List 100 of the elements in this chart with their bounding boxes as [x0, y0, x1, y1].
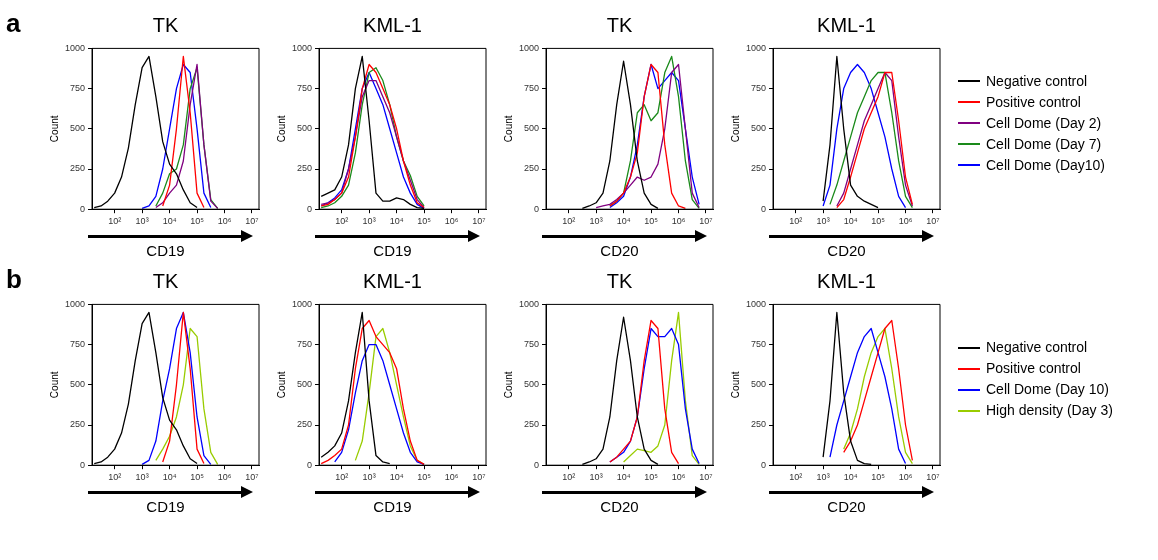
- y-tick-label: 750: [69, 339, 86, 350]
- y-tick-label: 750: [69, 83, 86, 94]
- y-tick-label: 0: [761, 203, 767, 214]
- y-axis-title: Count: [502, 115, 514, 143]
- x-tick-label: 10⁷: [472, 472, 486, 483]
- legend-label: Cell Dome (Day10): [986, 155, 1106, 175]
- y-tick-label: 750: [523, 83, 540, 94]
- y-tick-label: 1000: [291, 298, 313, 309]
- y-axis-title: Count: [729, 115, 741, 143]
- x-tick-label: 10⁵: [644, 472, 659, 483]
- x-tick-label: 10⁷: [699, 216, 713, 227]
- x-tick-label: 10⁵: [417, 472, 432, 483]
- x-axis-title: CD20: [826, 242, 867, 261]
- chart-title: TK: [605, 270, 634, 294]
- x-tick-label: 10²: [562, 216, 576, 227]
- y-tick-label: 500: [296, 379, 313, 390]
- legend-label: Cell Dome (Day 10): [986, 380, 1109, 399]
- y-tick-label: 750: [296, 83, 313, 94]
- y-axis-title: Count: [48, 371, 60, 399]
- x-tick-label: 10⁷: [699, 472, 713, 483]
- x-tick-label: 10⁵: [871, 216, 886, 227]
- y-axis-title: Count: [275, 371, 287, 399]
- y-tick-label: 500: [69, 379, 86, 390]
- x-axis-title: CD19: [372, 498, 413, 517]
- y-axis-title: Count: [502, 371, 514, 399]
- y-tick-label: 750: [523, 339, 540, 350]
- x-tick-label: 10³: [362, 472, 376, 483]
- y-tick-label: 500: [296, 123, 313, 134]
- y-tick-label: 0: [307, 203, 313, 214]
- legend-label: Positive control: [986, 359, 1081, 378]
- legend-label: Cell Dome (Day 2): [986, 113, 1102, 133]
- y-tick-label: 0: [80, 203, 86, 214]
- x-tick-label: 10⁶: [671, 472, 686, 483]
- x-axis-title: CD20: [826, 498, 867, 517]
- x-tick-label: 10³: [589, 472, 603, 483]
- x-tick-label: 10²: [789, 472, 803, 483]
- x-tick-label: 10³: [816, 472, 830, 483]
- x-tick-label: 10⁶: [217, 216, 232, 227]
- y-tick-label: 250: [296, 163, 313, 174]
- x-axis-title: CD19: [145, 242, 186, 261]
- legend-label: Negative control: [986, 71, 1088, 91]
- chart-title: TK: [151, 14, 180, 38]
- x-tick-label: 10⁶: [898, 472, 913, 483]
- x-tick-label: 10⁷: [926, 472, 940, 483]
- x-axis-title: CD19: [372, 242, 413, 261]
- legend-label: Cell Dome (Day 7): [986, 134, 1102, 154]
- x-tick-label: 10⁷: [472, 216, 486, 227]
- y-tick-label: 500: [750, 123, 767, 134]
- chart-title: KML-1: [362, 14, 423, 38]
- y-tick-label: 250: [69, 419, 86, 430]
- chart-title: TK: [151, 270, 180, 294]
- y-tick-label: 1000: [64, 42, 86, 53]
- x-axis-title: CD19: [145, 498, 186, 517]
- y-tick-label: 750: [750, 83, 767, 94]
- x-tick-label: 10²: [108, 216, 122, 227]
- y-tick-label: 1000: [745, 298, 767, 309]
- y-axis-title: Count: [729, 371, 741, 399]
- y-tick-label: 0: [534, 203, 540, 214]
- y-tick-label: 250: [69, 163, 86, 174]
- x-tick-label: 10²: [335, 216, 349, 227]
- text: a: [6, 8, 21, 39]
- x-tick-label: 10⁴: [843, 472, 858, 483]
- x-tick-label: 10³: [362, 216, 376, 227]
- x-tick-label: 10⁷: [926, 216, 940, 227]
- x-tick-label: 10⁴: [616, 472, 631, 483]
- y-tick-label: 0: [534, 459, 540, 470]
- x-tick-label: 10⁴: [843, 216, 858, 227]
- y-tick-label: 1000: [518, 298, 540, 309]
- x-tick-label: 10⁵: [190, 216, 205, 227]
- y-tick-label: 0: [307, 459, 313, 470]
- legend-label: Positive control: [986, 92, 1081, 112]
- x-tick-label: 10⁵: [871, 472, 886, 483]
- x-tick-label: 10⁵: [417, 216, 432, 227]
- x-tick-label: 10²: [108, 472, 122, 483]
- y-tick-label: 1000: [291, 42, 313, 53]
- text: b: [6, 264, 22, 295]
- x-tick-label: 10³: [589, 216, 603, 227]
- y-tick-label: 250: [750, 419, 767, 430]
- y-tick-label: 500: [750, 379, 767, 390]
- y-tick-label: 500: [69, 123, 86, 134]
- x-tick-label: 10²: [335, 472, 349, 483]
- y-tick-label: 1000: [64, 298, 86, 309]
- x-axis-title: CD20: [599, 242, 640, 261]
- x-tick-label: 10⁶: [444, 216, 459, 227]
- x-tick-label: 10⁴: [389, 216, 404, 227]
- x-tick-label: 10⁴: [389, 472, 404, 483]
- x-tick-label: 10⁴: [162, 472, 177, 483]
- y-tick-label: 250: [750, 163, 767, 174]
- x-tick-label: 10⁵: [644, 216, 659, 227]
- x-tick-label: 10³: [135, 216, 149, 227]
- x-tick-label: 10⁴: [616, 216, 631, 227]
- x-axis-title: CD20: [599, 498, 640, 517]
- y-tick-label: 750: [296, 339, 313, 350]
- y-tick-label: 250: [296, 419, 313, 430]
- y-tick-label: 1000: [745, 42, 767, 53]
- y-axis-title: Count: [275, 115, 287, 143]
- x-tick-label: 10³: [135, 472, 149, 483]
- y-tick-label: 750: [750, 339, 767, 350]
- x-tick-label: 10⁶: [898, 216, 913, 227]
- x-tick-label: 10⁴: [162, 216, 177, 227]
